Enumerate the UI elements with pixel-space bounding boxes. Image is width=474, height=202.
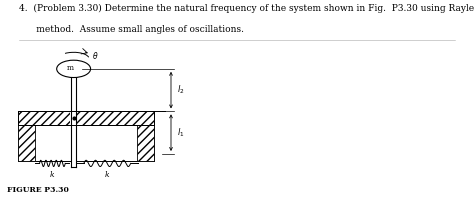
Text: m: m xyxy=(67,64,74,72)
Text: $l_2$: $l_2$ xyxy=(177,84,185,96)
Text: FIGURE P3.30: FIGURE P3.30 xyxy=(7,186,69,194)
Text: k: k xyxy=(105,171,109,179)
Text: $\theta$: $\theta$ xyxy=(92,50,99,61)
FancyBboxPatch shape xyxy=(18,112,154,125)
Bar xyxy=(137,125,154,161)
Text: k: k xyxy=(50,171,55,179)
Text: $l_1$: $l_1$ xyxy=(177,126,184,139)
Bar xyxy=(18,125,36,161)
Text: 4.  (Problem 3.30) Determine the natural frequency of the system shown in Fig.  : 4. (Problem 3.30) Determine the natural … xyxy=(19,4,474,13)
FancyBboxPatch shape xyxy=(70,111,77,125)
Bar xyxy=(71,78,76,166)
Text: method.  Assume small angles of oscillations.: method. Assume small angles of oscillati… xyxy=(19,25,244,34)
